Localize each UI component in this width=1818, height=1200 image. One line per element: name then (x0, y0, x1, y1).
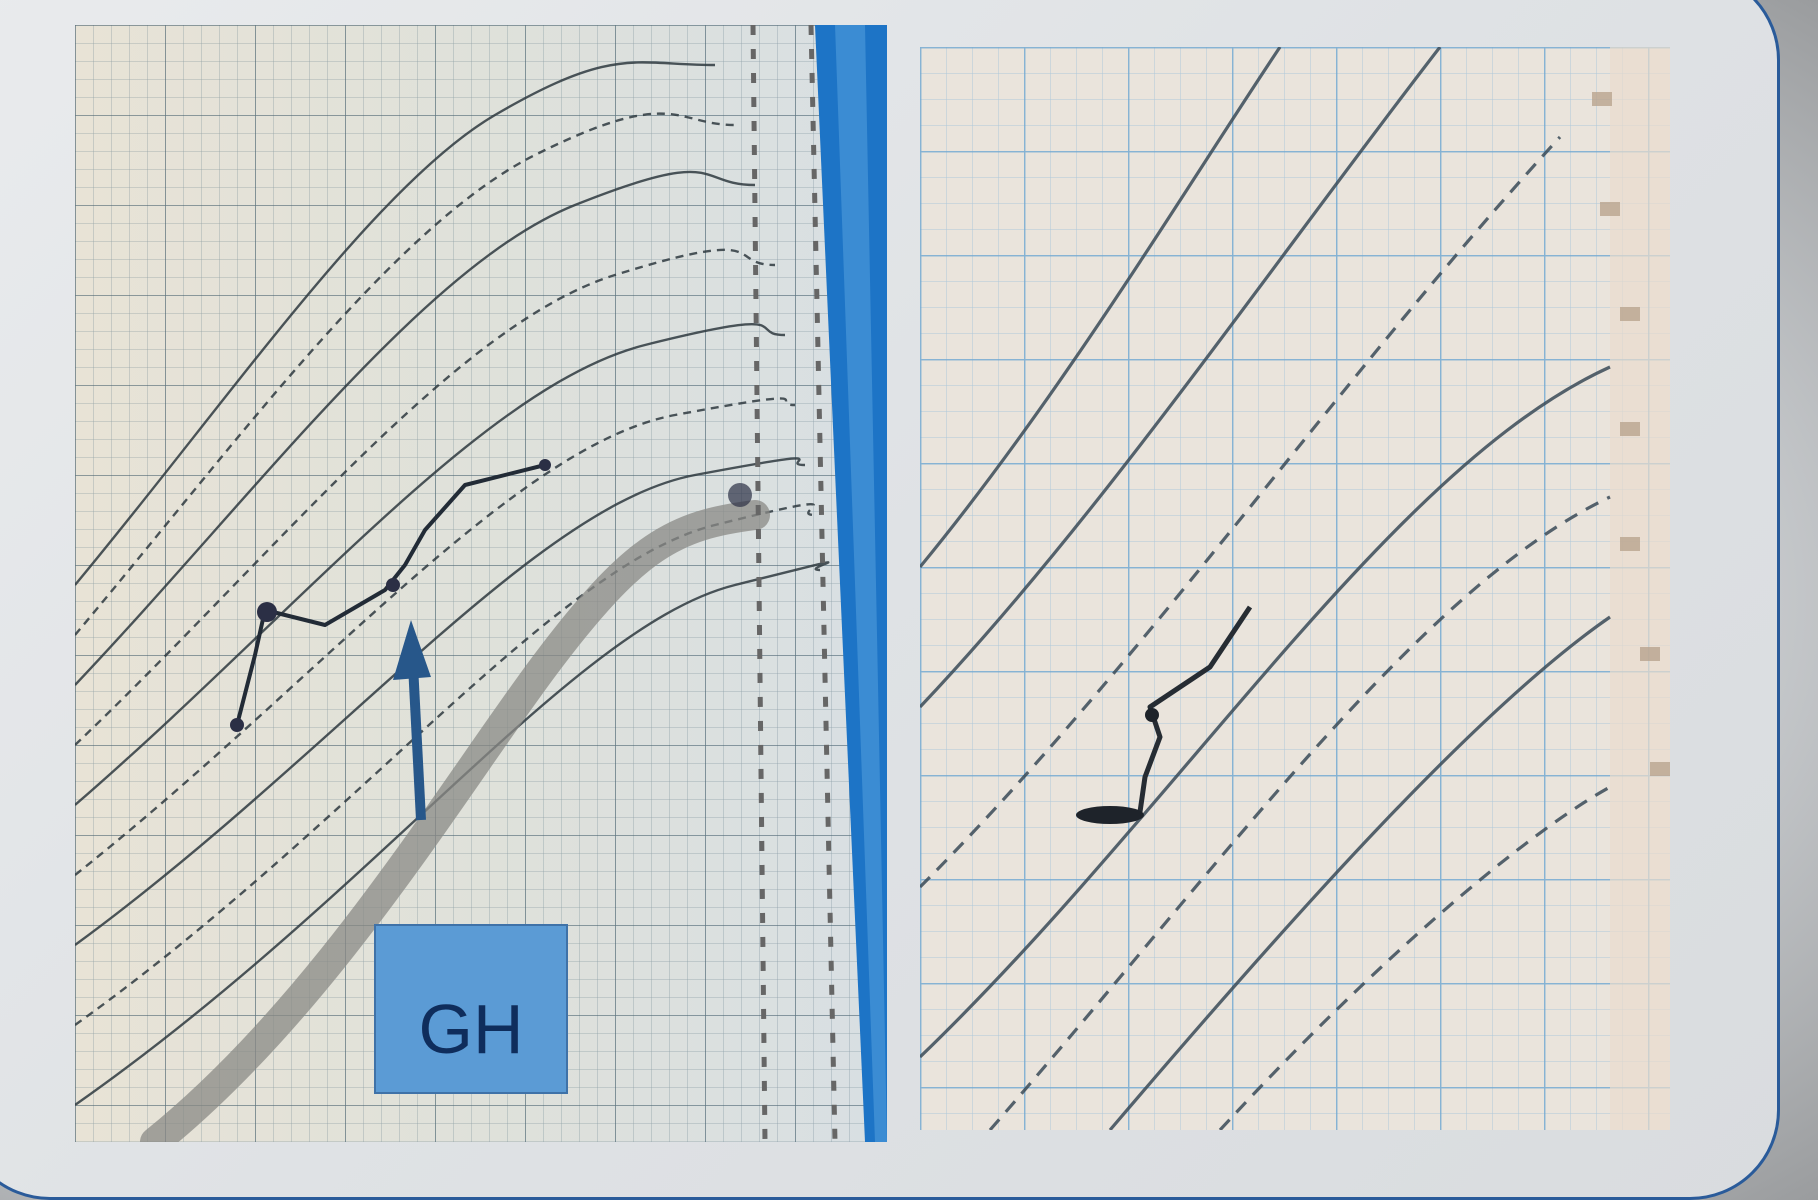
scale-strip (1610, 47, 1670, 1130)
blue-bar-highlight (835, 25, 887, 1142)
gh-label: GH (418, 990, 524, 1068)
percentile-curve (920, 47, 1282, 569)
data-point (1145, 708, 1159, 722)
target-height-band (140, 500, 770, 1142)
data-point (257, 602, 277, 622)
data-point (386, 578, 400, 592)
data-point (728, 483, 752, 507)
percentile-curve (75, 397, 796, 876)
data-points (1076, 708, 1159, 824)
growth-chart-left (75, 25, 887, 1142)
up-arrow-icon (393, 620, 431, 821)
patient-growth-line (235, 463, 546, 726)
percentile-curve (75, 61, 716, 586)
growth-chart-right (920, 47, 1670, 1130)
scale-marks (1592, 92, 1670, 776)
gh-label-box: GH (374, 924, 568, 1094)
data-points (230, 459, 752, 732)
percentile-curve (920, 135, 1562, 889)
percentile-curve (920, 365, 1611, 1059)
edge-scale (750, 25, 838, 1142)
data-point (539, 459, 551, 471)
percentile-curve (75, 457, 806, 946)
data-point (1076, 806, 1144, 824)
patient-growth-trace (235, 463, 546, 726)
percentile-curve (75, 323, 786, 806)
percentile-curve (988, 495, 1611, 1130)
percentile-curves (920, 47, 1611, 1130)
percentile-curve (75, 248, 776, 746)
data-point (230, 718, 244, 732)
growth-chart-left-svg (75, 25, 887, 1142)
major-grid (920, 47, 1670, 1130)
percentile-curve (75, 561, 830, 1106)
percentile-curve (1108, 615, 1611, 1130)
percentile-curve (920, 47, 1442, 709)
growth-chart-right-svg (920, 47, 1670, 1130)
percentile-curves (75, 61, 830, 1106)
percentile-curve (75, 112, 736, 636)
percentile-curve (75, 170, 756, 686)
